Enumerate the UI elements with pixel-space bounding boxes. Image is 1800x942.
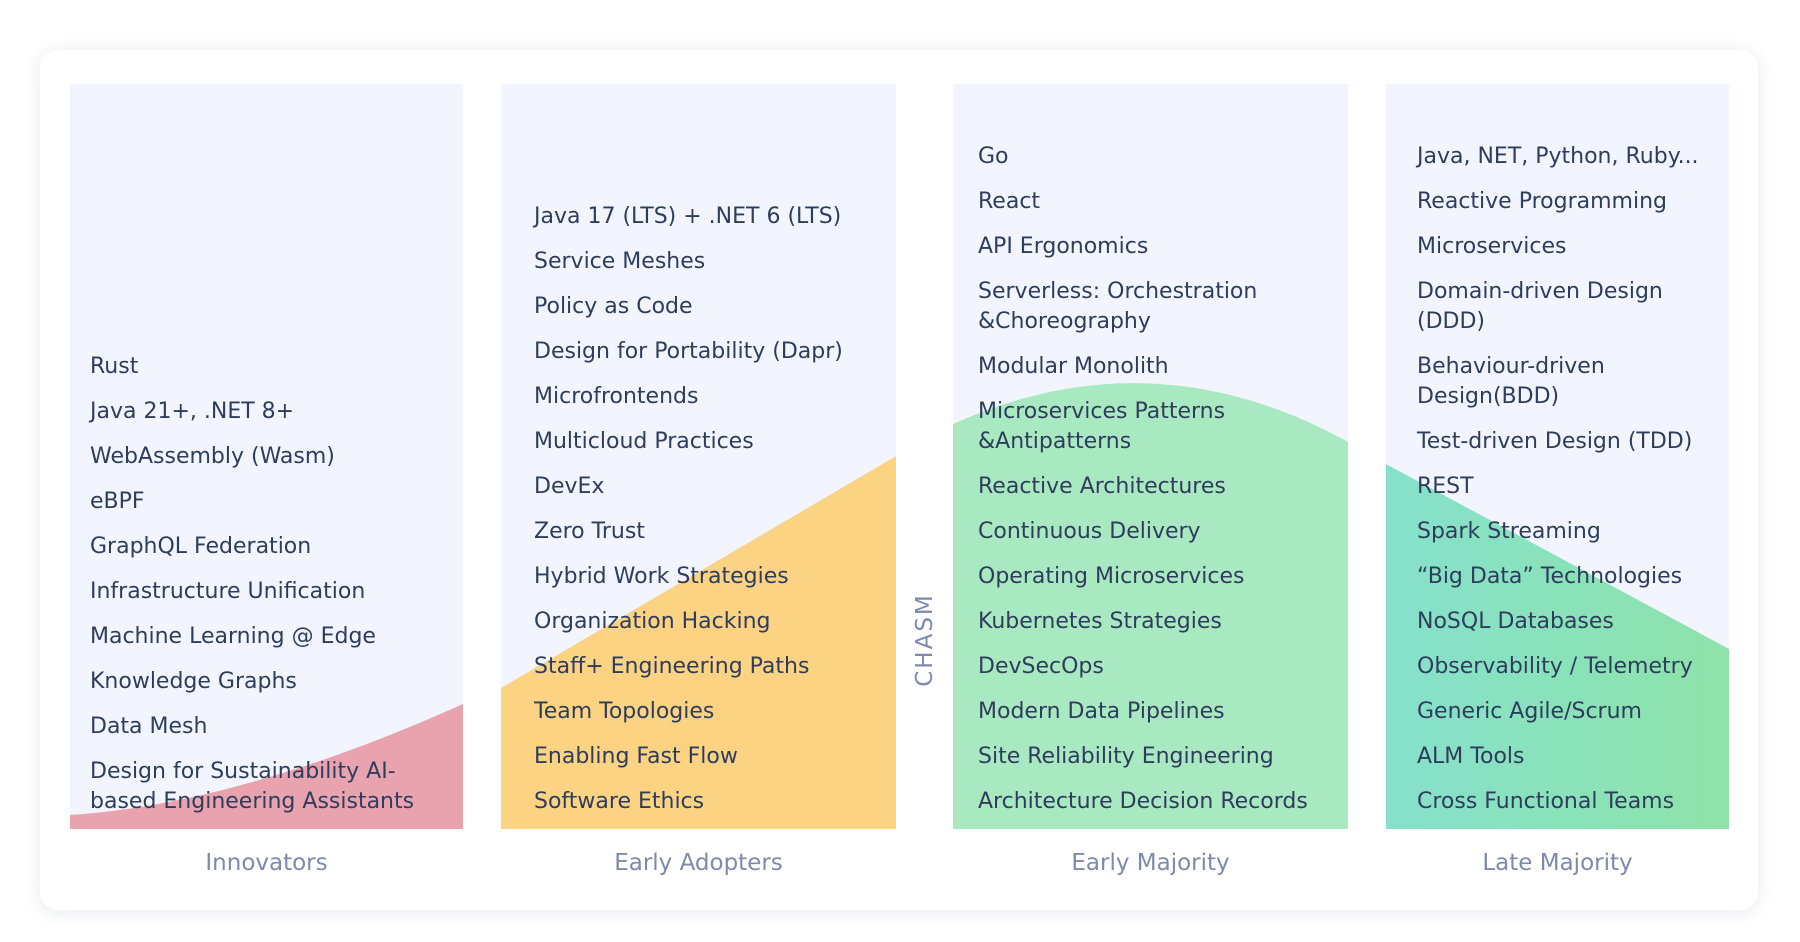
chasm-label: CHASM [912,593,938,687]
list-item: Generic Agile/Scrum [1417,699,1642,724]
list-item: ALM Tools [1417,744,1525,769]
list-item: Machine Learning @ Edge [90,624,376,649]
list-item: Modern Data Pipelines [978,699,1225,724]
innovators-list: Rust Java 21+, .NET 8+ WebAssembly (Wasm) e… [70,337,463,817]
list-item: Policy as Code [534,294,693,319]
column-early-majority: Go React API Ergonomics Serverless: Orchest… [953,84,1348,829]
list-item: Design for Portability (Dapr) [534,339,843,364]
list-item: Java 17 (LTS) + .NET 6 (LTS) [534,204,842,229]
list-item: Organization Hacking [534,609,771,634]
list-item: Service Meshes [534,249,706,274]
list-item: Observability / Telemetry [1417,654,1693,679]
list-item: Test-driven Design (TDD) [1417,429,1693,454]
list-item: Serverless: Orchestration &Choreography [978,279,1258,334]
list-item: Rust [90,354,139,379]
list-item: Knowledge Graphs [90,669,297,694]
late-majority-curve-area [1386,464,1729,829]
label-late-majority: Late Majority [1482,850,1633,876]
list-item: WebAssembly (Wasm) [90,444,335,469]
list-item: eBPF [90,489,145,514]
list-item: Reactive Architectures [978,474,1226,499]
label-innovators: Innovators [205,850,328,876]
list-item: Modular Monolith [978,354,1169,379]
list-item: Reactive Programming [1417,189,1667,214]
list-item: Microfrontends [534,384,699,409]
list-item: “Big Data” Technologies [1417,564,1683,589]
list-item: Spark Streaming [1417,519,1601,544]
list-item: Behaviour-driven Design(BDD) [1417,354,1605,409]
list-item: Software Ethics [534,789,705,814]
early-majority-curve-area [953,383,1348,829]
list-item: Staff+ Engineering Paths [534,654,810,679]
list-item: Microservices Patterns &Antipatterns [978,399,1226,454]
list-item: Kubernetes Strategies [978,609,1222,634]
list-item: Zero Trust [534,519,645,544]
early-adopters-list: Java 17 (LTS) + .NET 6 (LTS) Service Mesh… [501,187,896,817]
list-item: Cross Functional Teams [1417,789,1675,814]
innovators-curve-area [70,704,463,829]
early-adopters-curve-area [501,456,896,829]
early-majority-list: Go React API Ergonomics Serverless: Orchest… [953,127,1348,817]
list-item: API Ergonomics [978,234,1149,259]
list-item: Data Mesh [90,714,208,739]
label-early-majority: Early Majority [1071,850,1230,876]
column-early-adopters: Java 17 (LTS) + .NET 6 (LTS) Service Mesh… [501,84,896,829]
list-item: Team Topologies [534,699,715,724]
list-item: Architecture Decision Records [978,789,1308,814]
list-item: Microservices [1417,234,1567,259]
label-early-adopters: Early Adopters [614,850,783,876]
list-item: Site Reliability Engineering [978,744,1274,769]
list-item: Multicloud Practices [534,429,754,454]
list-item: Hybrid Work Strategies [534,564,789,589]
list-item: Enabling Fast Flow [534,744,738,769]
list-item: Infrastructure Unification [90,579,366,604]
list-item: Continuous Delivery [978,519,1201,544]
list-item: Design for Sustainability AI- based Engi… [90,759,415,814]
list-item: DevEx [534,474,605,499]
list-item: React [978,189,1041,214]
list-item: Java 21+, .NET 8+ [90,399,295,424]
column-innovators: Rust Java 21+, .NET 8+ WebAssembly (Wasm) e… [70,84,463,829]
list-item: REST [1417,474,1474,499]
list-item: Domain-driven Design (DDD) [1417,279,1663,334]
list-item: Operating Microservices [978,564,1245,589]
list-item: DevSecOps [978,654,1104,679]
list-item: Go [978,144,1009,169]
column-late-majority: Java, NET, Python, Ruby... Reactive Progr… [1386,84,1729,829]
list-item: GraphQL Federation [90,534,312,559]
late-majority-list: Java, NET, Python, Ruby... Reactive Progr… [1386,127,1729,817]
list-item: Java, NET, Python, Ruby... [1417,144,1699,169]
list-item: NoSQL Databases [1417,609,1614,634]
